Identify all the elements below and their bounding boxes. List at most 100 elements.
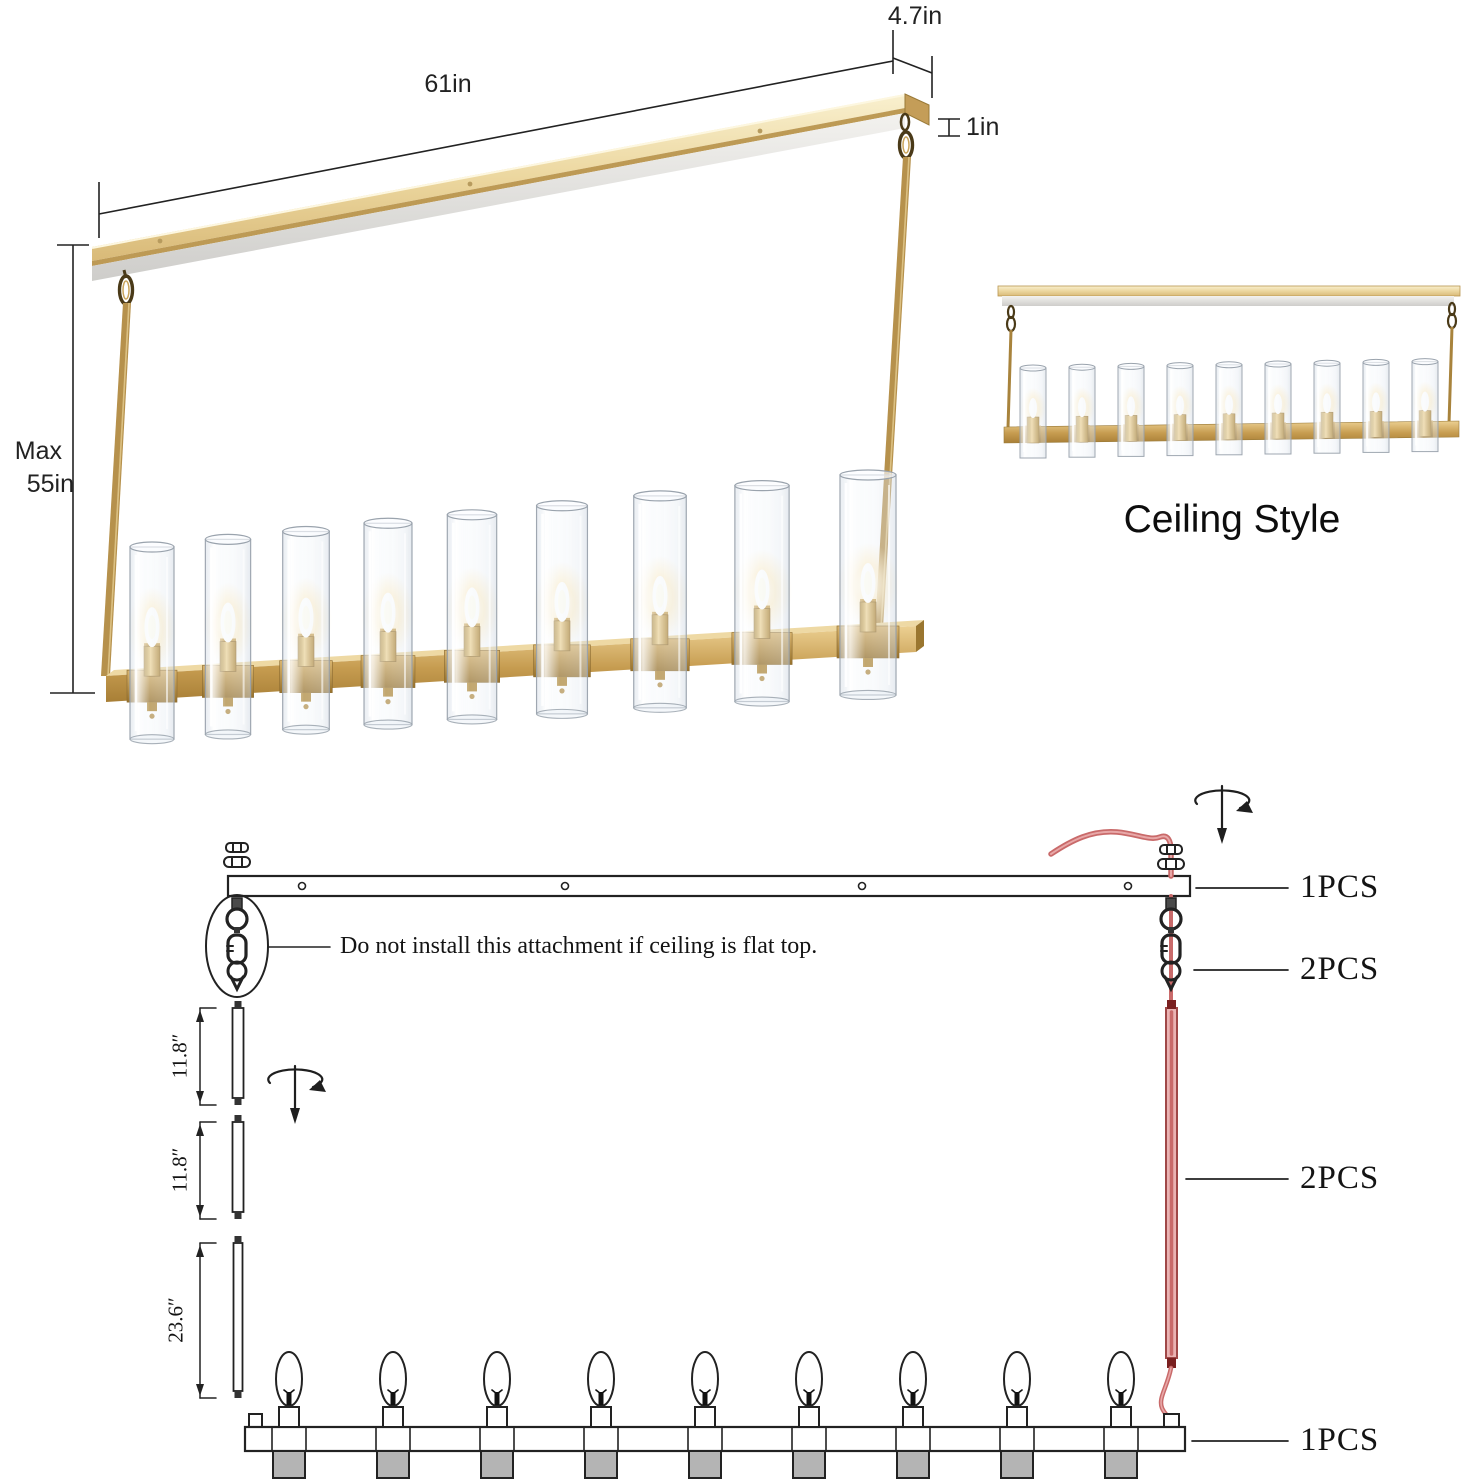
shade-holder-box — [480, 1450, 514, 1479]
plate-holes — [297, 881, 1133, 891]
glass-rim — [1264, 360, 1292, 368]
attachment-highlight-circle — [205, 894, 269, 998]
glass-rim — [734, 480, 790, 492]
bulb-filament — [808, 1389, 815, 1395]
glass-body — [633, 495, 687, 709]
glass-bottom — [446, 714, 498, 725]
shade-holder-box — [584, 1450, 618, 1479]
glass-shade — [360, 517, 416, 730]
candle-bulb-unit — [375, 1351, 411, 1479]
rod-body — [231, 1121, 245, 1213]
canopy-screw — [757, 128, 763, 134]
glass-bottom — [204, 729, 252, 740]
bolt-stub — [231, 897, 243, 910]
bulb-filament — [494, 1392, 500, 1405]
qty-fixture-body: 1PCS — [1300, 1422, 1380, 1458]
supply-wire — [1048, 829, 1174, 1012]
rod3-length-label: 23.6″ — [163, 1297, 188, 1343]
glass-shade — [630, 490, 690, 713]
install-note: Do not install this attachment if ceilin… — [340, 933, 818, 959]
eye-bolt-icon — [225, 907, 249, 931]
glass-shade — [731, 480, 793, 707]
candle-bulb-icon — [899, 1351, 927, 1407]
down-rod — [231, 1115, 245, 1219]
bulb-filament — [283, 1389, 290, 1395]
shade-holder-box — [896, 1450, 930, 1479]
glass-body — [446, 514, 498, 721]
dim-length-label: 61in — [424, 70, 472, 98]
mini-glass-shade — [1117, 362, 1145, 457]
rod2-length-label: 11.8″ — [167, 1147, 192, 1193]
ceiling-style-render — [997, 285, 1461, 459]
hanging-hardware-right — [1159, 897, 1183, 993]
bulb-filament — [1120, 1389, 1127, 1395]
down-rods — [196, 1001, 245, 1399]
eye-bolt-base — [234, 927, 240, 933]
glass-body — [734, 485, 790, 703]
rod-thread-cap — [234, 1001, 242, 1008]
bulb-socket — [382, 1406, 404, 1428]
glass-shade — [533, 500, 591, 719]
down-rod — [231, 1001, 245, 1105]
mini-glass-shade — [1068, 363, 1096, 458]
candle-bulb-icon — [1003, 1351, 1031, 1407]
glass-rim — [1215, 361, 1243, 369]
mounting-nuts — [223, 842, 1185, 870]
glass-bottom — [129, 734, 175, 745]
qty-leader-lines — [1185, 887, 1289, 1442]
bulb-filament — [702, 1392, 708, 1405]
shade-holder-box — [688, 1450, 722, 1479]
bulb-filament — [1016, 1389, 1023, 1395]
glass-bottom — [734, 696, 790, 707]
candle-bulb-unit — [1103, 1351, 1139, 1479]
dim-thickness-label: 1in — [966, 113, 1000, 141]
glass-shade — [126, 541, 178, 745]
bulb-filament — [907, 1389, 914, 1395]
product-render — [50, 30, 960, 745]
shade-holder-box — [376, 1450, 410, 1479]
mini-glass-shade — [1166, 362, 1194, 457]
bulb-filament — [699, 1389, 706, 1395]
glass-body — [839, 474, 897, 696]
candle-bulb-icon — [483, 1351, 511, 1407]
bulb-filament — [1118, 1392, 1124, 1405]
shade-holder-box — [792, 1450, 826, 1479]
mini-glass-shade — [1019, 364, 1047, 459]
rod-thread-cap — [234, 1212, 242, 1219]
rotation-arrow-icon — [267, 1064, 326, 1124]
bulb-filament — [806, 1392, 812, 1405]
bulb-socket — [1110, 1406, 1132, 1428]
shade-holder-box — [272, 1450, 306, 1479]
glass-rim — [446, 509, 498, 521]
rod-body — [231, 1007, 245, 1099]
canopy-screw — [467, 181, 473, 187]
candle-bulb-unit — [791, 1351, 827, 1479]
qty-hardware: 2PCS — [1300, 951, 1380, 987]
down-rod — [232, 1236, 244, 1398]
bulb-filament — [704, 1389, 711, 1395]
bulb-filament — [286, 1392, 292, 1405]
candle-bulb-unit — [479, 1351, 515, 1479]
rod-thread-cap — [234, 1098, 242, 1105]
candle-bulb-icon — [795, 1351, 823, 1407]
qty-ceiling-plate: 1PCS — [1300, 869, 1380, 905]
bulb-filament — [600, 1389, 607, 1395]
rod-dimension-bracket — [196, 1242, 217, 1399]
glass-shade — [202, 533, 254, 740]
glass-rim — [839, 469, 897, 481]
candle-bulb-unit — [999, 1351, 1035, 1479]
glass-rim — [1166, 362, 1194, 370]
glass-bottom — [363, 719, 413, 730]
glass-rim — [204, 533, 252, 545]
rod-dimension-bracket — [196, 1007, 217, 1106]
bulb-filament — [496, 1389, 503, 1395]
rod-thread-cap — [234, 1391, 242, 1398]
glass-rim — [1313, 359, 1341, 367]
eye-bolt-base — [1168, 927, 1174, 933]
candle-bulb-unit — [583, 1351, 619, 1479]
candle-bulb-icon — [1107, 1351, 1135, 1407]
glass-shade — [444, 509, 500, 725]
mini-canopy — [997, 285, 1461, 429]
bulb-socket — [590, 1406, 612, 1428]
